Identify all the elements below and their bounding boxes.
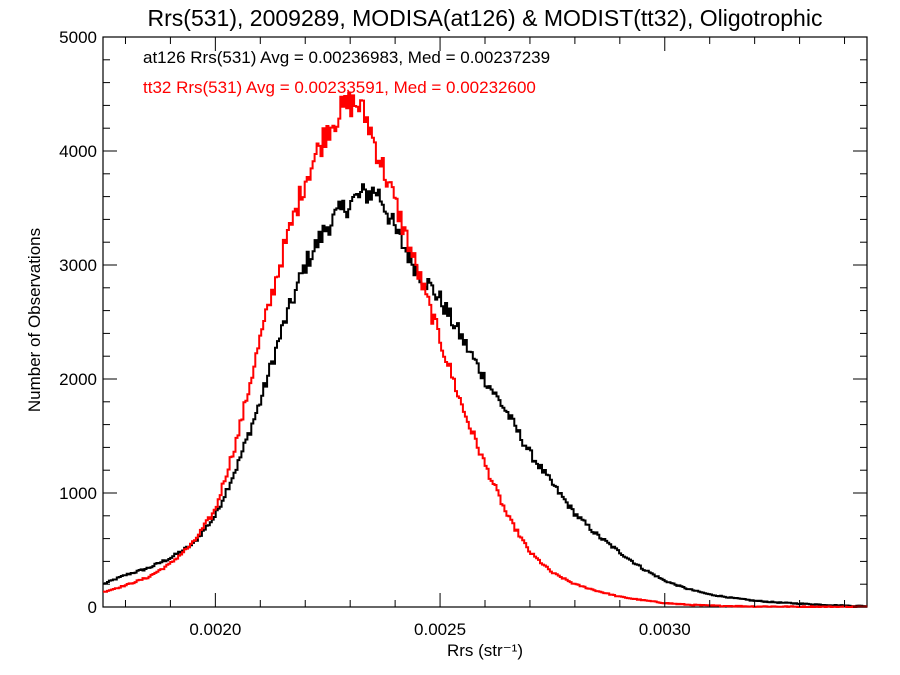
plot-frame — [102, 36, 868, 608]
y-tick-label: 2000 — [59, 370, 97, 389]
y-tick-label: 5000 — [59, 28, 97, 47]
y-tick-label: 3000 — [59, 256, 97, 275]
x-tick-label: 0.0030 — [639, 620, 691, 639]
x-tick-label: 0.0025 — [414, 620, 466, 639]
y-tick-label: 4000 — [59, 142, 97, 161]
histogram-series-at126 — [103, 183, 868, 608]
y-tick-label: 1000 — [59, 484, 97, 503]
x-tick-label: 0.0020 — [189, 620, 241, 639]
chart-title: Rrs(531), 2009289, MODISA(at126) & MODIS… — [148, 5, 823, 31]
legend-annotation-at126: at126 Rrs(531) Avg = 0.00236983, Med = 0… — [143, 48, 550, 67]
y-tick-label: 0 — [88, 598, 97, 617]
legend-annotation-tt32: tt32 Rrs(531) Avg = 0.00233591, Med = 0.… — [143, 78, 536, 97]
histogram-series-tt32 — [103, 91, 868, 608]
y-axis-label: Number of Observations — [25, 228, 44, 412]
x-axis-label: Rrs (str⁻¹) — [447, 641, 523, 660]
